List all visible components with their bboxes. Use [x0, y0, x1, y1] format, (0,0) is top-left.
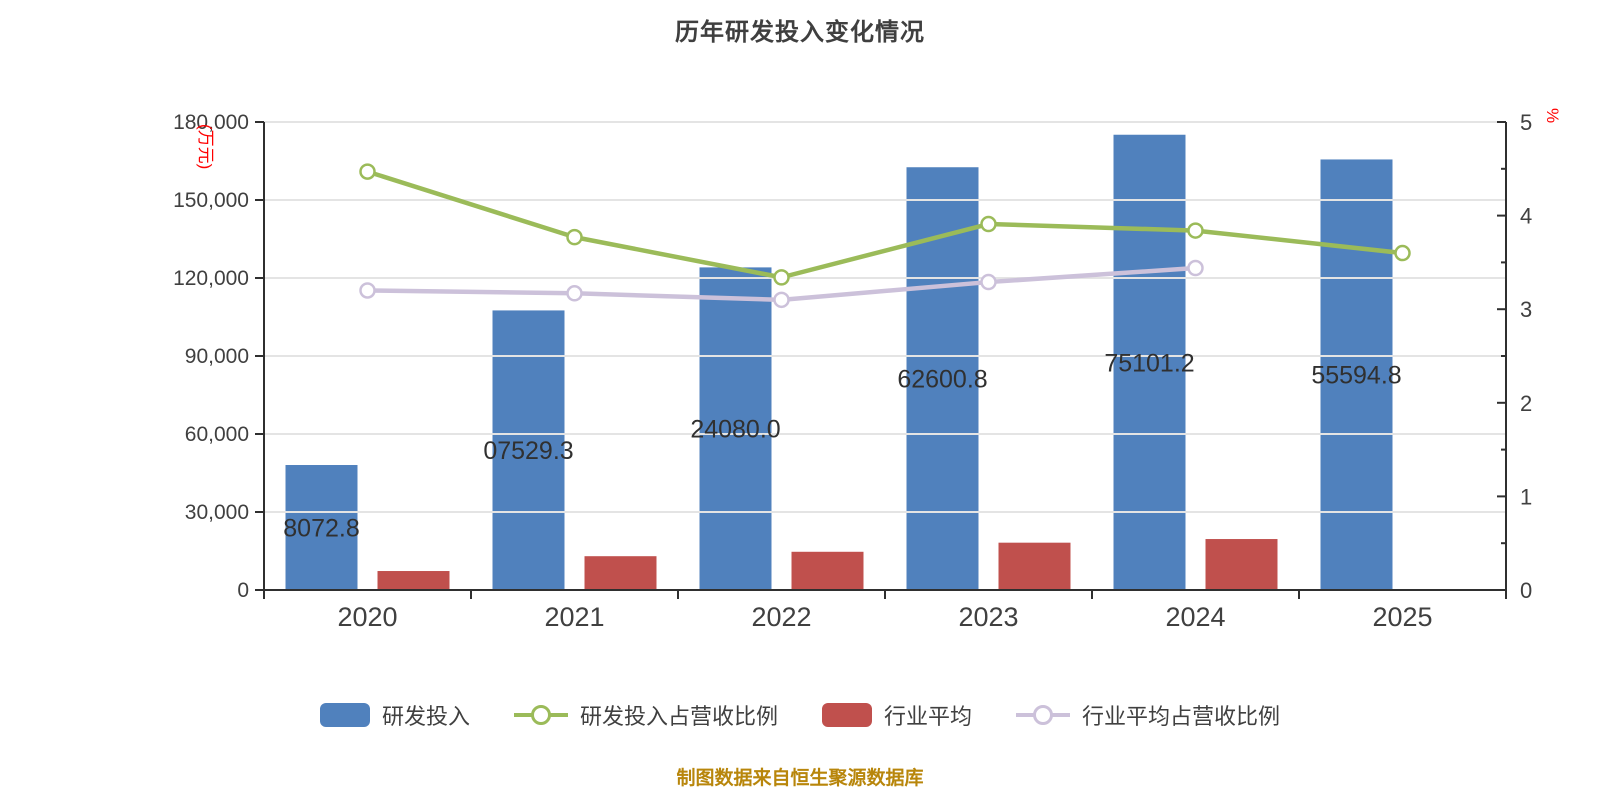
x-tick-label-2023: 2023: [958, 602, 1018, 632]
x-tick-label-2025: 2025: [1372, 602, 1432, 632]
y-left-tick-label-1: 30,000: [185, 501, 249, 524]
y-right-tick-label-1: 1: [1520, 484, 1532, 509]
y-left-tick-label-2: 60,000: [185, 423, 249, 446]
y-left-tick-label-0: 0: [237, 579, 249, 602]
rd-investment-bar-label-2023: 62600.8: [897, 366, 987, 394]
legend-label-rd-investment: 研发投入: [381, 704, 470, 729]
industry-average-ratio-point-2022[interactable]: [773, 291, 790, 309]
circle-marker: [1033, 705, 1054, 725]
y-left-tick-label-6: 180,000: [173, 111, 249, 134]
rd-investment-bar-label-2022: 24080.0: [690, 416, 780, 444]
rd-ratio-point-2022[interactable]: [773, 269, 790, 286]
rd-investment-bar-label-2024: 75101.2: [1104, 349, 1194, 377]
y-right-tick-label-5: 5: [1520, 110, 1532, 135]
industry-average-bar-2023[interactable]: [998, 542, 1071, 590]
legend: 研发投入 研发投入占营收比例 行业平均 行业平均占营收比例: [0, 699, 1600, 731]
industry-average-ratio-point-2021[interactable]: [566, 285, 583, 302]
rd-investment-bar-2022[interactable]: [699, 267, 772, 590]
y-right-tick-label-0: 0: [1520, 578, 1532, 603]
industry-average-ratio-point-2024[interactable]: [1187, 259, 1204, 277]
y-right-tick-label-3: 3: [1520, 297, 1532, 322]
rd-ratio-point-2021[interactable]: [566, 228, 583, 246]
y-right-tick-label-2: 2: [1520, 391, 1532, 416]
industry-average-bar-2024[interactable]: [1205, 539, 1278, 590]
rd-investment-bar-label-2020: 8072.8: [283, 515, 359, 543]
industry-average-bar-2022[interactable]: [791, 551, 864, 590]
x-tick-label-2021: 2021: [544, 602, 604, 632]
x-tick-label-2020: 2020: [337, 602, 397, 632]
y-left-tick-label-5: 150,000: [173, 189, 249, 212]
rd-investment-bar-label-2025: 55594.8: [1311, 362, 1401, 390]
rd-ratio-point-2023[interactable]: [980, 215, 997, 233]
rd-investment-legend-swatch-icon: [319, 703, 370, 727]
industry-average-ratio-point-2020[interactable]: [359, 282, 376, 299]
rd-investment-bar-label-2021: 07529.3: [483, 437, 573, 465]
legend-item-rd-ratio[interactable]: 研发投入占营收比例: [513, 699, 778, 731]
data-source-note: 制图数据来自恒生聚源数据库: [676, 768, 924, 789]
legend-item-industry-average-ratio[interactable]: 行业平均占营收比例: [1016, 699, 1280, 731]
rd-ratio-legend-line-marker-icon: [513, 703, 568, 727]
legend-item-industry-average[interactable]: 行业平均: [822, 699, 972, 731]
industry-average-bar-2021[interactable]: [584, 556, 657, 590]
x-tick-label-2024: 2024: [1165, 602, 1225, 632]
rd-ratio-point-2024[interactable]: [1187, 222, 1204, 239]
rd-ratio-point-2020[interactable]: [359, 163, 376, 180]
y-left-tick-label-3: 90,000: [185, 345, 249, 368]
y-right-unit-label: %: [1543, 108, 1562, 123]
legend-label-rd-ratio: 研发投入占营收比例: [579, 704, 778, 729]
x-tick-label-2022: 2022: [751, 602, 811, 632]
legend-label-industry-average-ratio: 行业平均占营收比例: [1082, 704, 1281, 729]
rd-investment-bar-2020[interactable]: [285, 465, 358, 590]
y-left-unit-label: (万元): [196, 124, 215, 169]
rd-ratio-line: [366, 169, 1403, 280]
rd-investment-bar-2025[interactable]: [1320, 159, 1393, 590]
industry-average-ratio-legend-line-marker-icon: [1016, 703, 1071, 727]
rd-investment-bar-2024[interactable]: [1113, 134, 1186, 590]
rd-investment-bar-2021[interactable]: [492, 310, 565, 590]
y-left-tick-label-4: 120,000: [173, 267, 249, 290]
rd-ratio-point-2025[interactable]: [1394, 244, 1411, 262]
legend-item-rd-investment[interactable]: 研发投入: [319, 699, 470, 731]
circle-marker: [530, 705, 551, 725]
legend-label-industry-average: 行业平均: [884, 704, 973, 729]
industry-average-legend-swatch-icon: [822, 703, 872, 727]
industry-average-ratio-point-2023[interactable]: [980, 273, 997, 291]
y-right-tick-label-4: 4: [1520, 204, 1532, 229]
chart-title: 历年研发投入变化情况: [675, 19, 925, 46]
industry-average-bar-2020[interactable]: [377, 571, 450, 590]
